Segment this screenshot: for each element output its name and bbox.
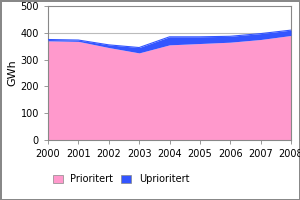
- Legend: Prioritert, Uprioritert: Prioritert, Uprioritert: [53, 174, 189, 184]
- Y-axis label: GWh: GWh: [8, 60, 18, 86]
